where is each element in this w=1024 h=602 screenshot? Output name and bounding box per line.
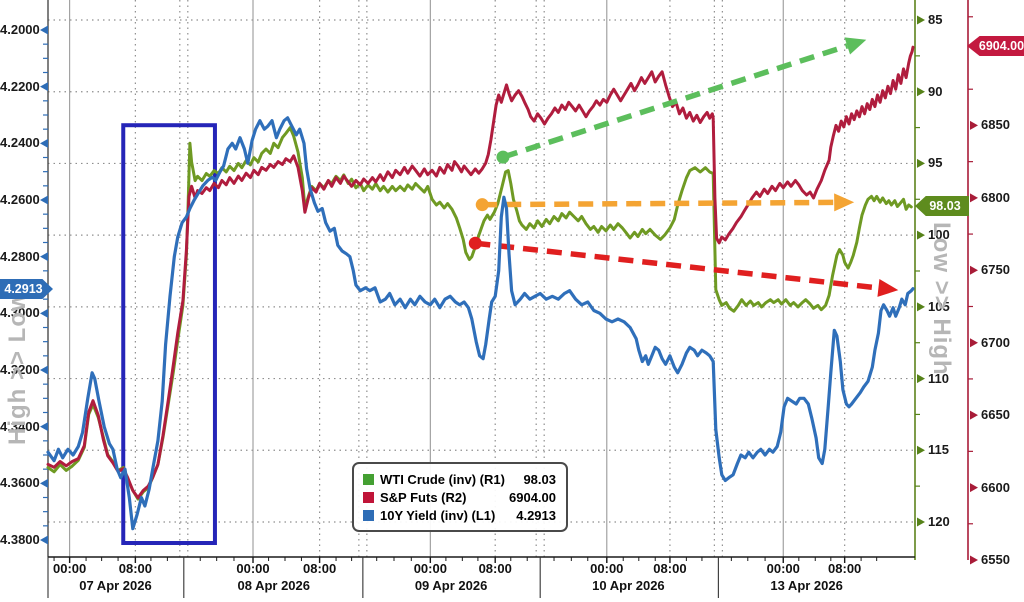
left-tick-arrow-icon [40, 422, 48, 432]
wti-series-line [46, 126, 913, 501]
left-tick-arrow-icon [40, 365, 48, 375]
time-tick-label: 08:00 [828, 561, 862, 576]
left-tick-arrow-icon [40, 25, 48, 35]
wti-tick-arrow-icon [917, 158, 925, 168]
left-axis-tick-label: 4.3600 [0, 475, 40, 491]
spx-last-value-badge: 6904.00 [967, 36, 1024, 56]
chart-legend: WTI Crude (inv) (R1) 98.03 S&P Futs (R2)… [352, 462, 568, 532]
legend-label: S&P Futs (R2) [380, 489, 467, 505]
time-tick-label: 00:00 [766, 561, 800, 576]
yield-last-value-badge: 4.2913 [0, 279, 53, 299]
left-axis-tick-label: 4.2800 [0, 248, 40, 264]
spx-axis-tick-label: 6650 [981, 407, 1010, 423]
wti-axis-tick-label: 105 [928, 298, 950, 314]
wti-tick-arrow-icon [917, 15, 925, 25]
wti-axis-tick-label: 90 [928, 83, 943, 99]
spx-tick-arrow-icon [970, 410, 978, 420]
time-tick-label: 08:00 [653, 561, 687, 576]
spx-tick-arrow-icon [970, 338, 978, 348]
spx-tick-arrow-icon [970, 555, 978, 565]
legend-value: 6904.00 [509, 489, 556, 505]
spx-axis-tick-label: 6800 [981, 189, 1010, 205]
spx-axis-tick-label: 6850 [981, 117, 1010, 133]
wti-legend-swatch-icon [363, 473, 374, 485]
left-tick-arrow-icon [40, 535, 48, 545]
time-tick-label: 00:00 [236, 561, 270, 576]
yield-trend-arrow-start-dot [468, 236, 482, 250]
left-axis-title: High >> Low [4, 291, 31, 445]
date-label: 07 Apr 2026 [79, 578, 152, 593]
spx-axis-tick-label: 6700 [981, 334, 1010, 350]
date-label: 10 Apr 2026 [592, 578, 665, 593]
left-tick-arrow-icon [40, 82, 48, 92]
sp-trend-arrow [502, 43, 849, 160]
yield-legend-swatch-icon [363, 509, 374, 521]
left-axis-tick-label: 4.3800 [0, 532, 40, 547]
left-axis-tick-label: 4.3000 [0, 305, 40, 321]
spx-tick-arrow-icon [970, 483, 978, 493]
spx-tick-arrow-icon [970, 193, 978, 203]
wti-last-value-badge: 98.03 [915, 196, 969, 216]
spx-series-line [46, 45, 915, 500]
left-axis-tick-label: 4.2600 [0, 192, 40, 207]
wti-axis-tick-label: 115 [928, 442, 949, 458]
yield-series-line [46, 116, 915, 531]
wti-trend-arrow-head-icon [834, 193, 855, 212]
spx-legend-swatch-icon [363, 491, 374, 503]
time-tick-label: 08:00 [478, 561, 512, 576]
wti-axis-tick-label: 120 [928, 514, 950, 529]
wti-tick-arrow-icon [917, 445, 925, 455]
left-tick-arrow-icon [40, 195, 48, 205]
yield-trend-arrow-head-icon [877, 279, 899, 297]
wti-tick-arrow-icon [917, 517, 925, 527]
wti-axis-tick-label: 85 [928, 12, 943, 27]
legend-value: 4.2913 [516, 507, 556, 523]
left-tick-arrow-icon [40, 308, 48, 318]
legend-row-spx: S&P Futs (R2) 6904.00 [363, 488, 556, 506]
wti-tick-arrow-icon [917, 374, 925, 384]
time-tick-label: 08:00 [302, 561, 337, 576]
wti-tick-arrow-icon [917, 302, 925, 312]
left-tick-arrow-icon [40, 478, 48, 488]
sp-trend-arrow-start-dot [496, 150, 510, 164]
legend-row-wti: WTI Crude (inv) (R1) 98.03 [363, 470, 556, 488]
wti-tick-arrow-icon [917, 87, 925, 97]
spx-axis-tick-label: 6550 [981, 552, 1010, 567]
spx-axis-tick-label: 6750 [981, 262, 1010, 278]
yield-trend-arrow [475, 240, 879, 291]
legend-label: 10Y Yield (inv) (L1) [380, 507, 496, 523]
right-axis-title: Low >> High [928, 222, 955, 376]
time-tick-label: 00:00 [53, 561, 87, 576]
sp-trend-arrow-head-icon [844, 37, 867, 55]
spx-tick-arrow-icon [970, 120, 978, 130]
time-tick-label: 00:00 [590, 561, 624, 576]
date-label: 09 Apr 2026 [414, 578, 488, 593]
left-axis-tick-label: 4.2000 [0, 22, 40, 37]
wti-trend-arrow [482, 199, 835, 208]
wti-trend-arrow-start-dot [475, 198, 489, 212]
left-tick-arrow-icon [40, 252, 48, 262]
legend-row-yield: 10Y Yield (inv) (L1) 4.2913 [363, 506, 556, 524]
date-label: 13 Apr 2026 [770, 578, 843, 593]
legend-value: 98.03 [523, 471, 556, 487]
left-axis-tick-label: 4.3200 [0, 362, 40, 377]
spx-tick-arrow-icon [970, 265, 978, 275]
left-axis-tick-label: 4.3400 [0, 418, 40, 434]
date-label: 08 Apr 2026 [237, 578, 311, 593]
wti-axis-tick-label: 110 [928, 370, 949, 386]
highlight-box [121, 123, 217, 546]
left-axis-tick-label: 4.2200 [0, 78, 40, 94]
left-axis-tick-label: 4.2400 [0, 135, 40, 151]
legend-label: WTI Crude (inv) (R1) [380, 471, 505, 487]
wti-tick-arrow-icon [917, 230, 925, 240]
left-tick-arrow-icon [40, 138, 48, 148]
wti-axis-tick-label: 100 [928, 227, 950, 243]
wti-axis-tick-label: 95 [928, 155, 943, 171]
spx-axis-tick-label: 6600 [981, 479, 1010, 495]
time-tick-label: 00:00 [413, 561, 447, 576]
time-tick-label: 08:00 [118, 561, 152, 576]
